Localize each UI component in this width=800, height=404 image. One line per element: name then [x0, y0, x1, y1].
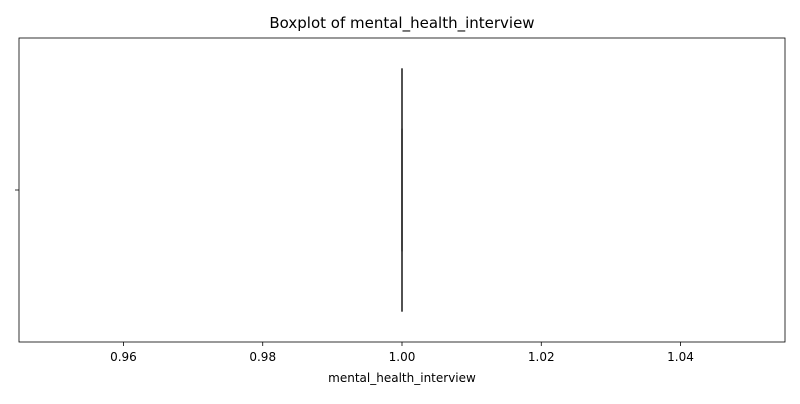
x-tick-label: 0.96: [110, 350, 137, 364]
x-tick-label: 1.02: [528, 350, 555, 364]
x-tick-label: 1.00: [389, 350, 416, 364]
x-tick-label: 1.04: [667, 350, 694, 364]
chart-title: Boxplot of mental_health_interview: [269, 14, 534, 33]
x-tick-label: 0.98: [249, 350, 276, 364]
plot-area: 0.96 0.98 1.00 1.02 1.04: [15, 38, 785, 364]
x-axis-label: mental_health_interview: [328, 371, 476, 385]
